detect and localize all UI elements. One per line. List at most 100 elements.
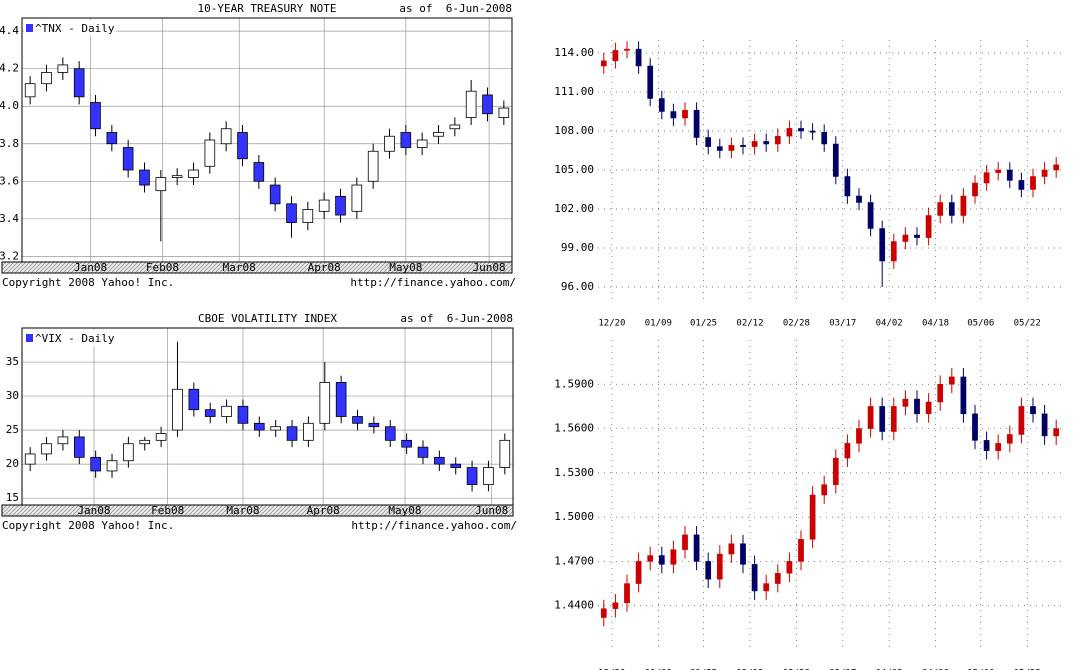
candle-body: [995, 169, 1002, 173]
candle-body: [682, 109, 688, 119]
candle-body: [368, 422, 380, 428]
candle-body: [41, 72, 52, 85]
candle-body: [254, 422, 265, 431]
candle-body: [1030, 176, 1036, 190]
candle-body: [499, 439, 511, 468]
candle-body: [90, 456, 101, 472]
candle-body: [351, 184, 363, 212]
candle-body: [960, 376, 967, 415]
candle-body: [960, 195, 967, 216]
candle-body: [670, 111, 677, 119]
candle-body: [948, 376, 955, 385]
candle-body: [335, 195, 346, 216]
candle-body: [890, 241, 897, 262]
candle-body: [844, 443, 851, 459]
y-tick-label: 25: [6, 423, 19, 436]
candle-body: [751, 564, 758, 592]
candle-body: [318, 199, 330, 212]
candle-body: [728, 543, 735, 555]
candle-body: [705, 137, 712, 147]
candle-body: [270, 426, 281, 431]
candle-body: [253, 162, 265, 182]
candle-body: [902, 398, 909, 407]
candle-body: [658, 555, 665, 565]
candle-body: [716, 146, 723, 151]
candle-body: [416, 139, 428, 148]
candle-body: [303, 422, 314, 441]
candle-body: [995, 443, 1002, 451]
x-tick-label: May08: [388, 504, 421, 517]
y-tick-label: 35: [6, 355, 19, 368]
plot-frame: [21, 327, 514, 506]
x-tick-label: 12/20: [598, 319, 625, 329]
x-tick-label: 03/17: [829, 669, 856, 670]
candle-body: [682, 534, 688, 550]
y-tick-label: 3.8: [0, 137, 19, 150]
candle-body: [902, 234, 909, 242]
legend-box: [24, 20, 116, 36]
candle-body: [433, 132, 444, 137]
legend-label: ^VIX - Daily: [35, 332, 115, 345]
x-tick-label: 04/18: [922, 669, 949, 670]
candle-body: [972, 413, 978, 441]
source-url: http://finance.yahoo.com/: [351, 519, 517, 532]
candle-body: [73, 68, 85, 98]
candle-body: [139, 169, 150, 186]
candle-body: [204, 409, 216, 417]
candle-body: [925, 401, 932, 415]
candle-body: [286, 426, 298, 441]
legend-box: [24, 330, 116, 346]
legend-swatch: [26, 334, 33, 342]
candle-body: [983, 440, 990, 451]
candle-body: [24, 453, 36, 465]
x-tick-label: 05/22: [1014, 669, 1041, 670]
candle-body: [1041, 169, 1048, 177]
candle-body: [1006, 169, 1013, 181]
candle-body: [269, 184, 281, 205]
candle-body: [647, 65, 654, 99]
candle-body: [41, 443, 52, 455]
candle-body: [705, 561, 712, 580]
y-tick-label: 15: [6, 491, 19, 504]
candle-body: [821, 484, 828, 496]
candle-body: [798, 128, 804, 132]
candle-body: [286, 203, 297, 223]
plot-area: [21, 17, 513, 263]
candle-body: [172, 388, 183, 431]
candle-body: [1018, 180, 1025, 190]
candle-body: [466, 467, 478, 485]
candle-body: [367, 150, 379, 182]
candle-body: [832, 457, 839, 485]
candle-body: [465, 90, 477, 118]
x-tick-label: Jun08: [475, 504, 508, 517]
x-tick-label: 12/20: [598, 669, 625, 670]
candle-body: [57, 64, 69, 73]
candle-body: [972, 182, 978, 197]
candle-body: [983, 172, 990, 184]
candle-body: [716, 553, 723, 580]
x-tick-label: 01/09: [645, 669, 672, 670]
x-tick-label: 05/06: [967, 319, 994, 329]
candle-body: [123, 443, 134, 462]
candle-body: [612, 50, 619, 62]
candle-body: [384, 135, 395, 152]
candle-body: [763, 583, 770, 592]
x-tick-label: 02/12: [736, 319, 763, 329]
candle-body: [948, 202, 955, 216]
copyright: Copyright 2008 Yahoo! Inc.: [2, 276, 174, 289]
candle-body: [335, 382, 347, 417]
x-tick-label: Jan08: [74, 261, 107, 274]
candle-body: [786, 561, 793, 574]
candle-body: [1053, 428, 1060, 437]
candle-body: [1006, 434, 1013, 444]
candle-body: [879, 406, 886, 432]
chart-title: 10-YEAR TREASURY NOTE: [197, 2, 336, 15]
x-tick-label: 04/02: [876, 319, 903, 329]
candle-body: [693, 534, 700, 562]
candle-body: [832, 143, 839, 177]
x-tick-label: Feb08: [151, 504, 184, 517]
candle-body: [867, 406, 874, 429]
candle-body: [155, 433, 167, 441]
candle-body: [624, 583, 630, 604]
